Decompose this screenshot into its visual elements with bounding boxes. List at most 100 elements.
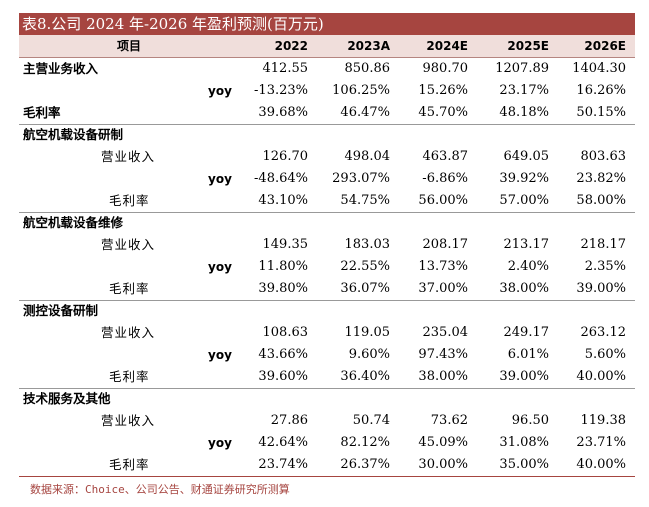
table-row: 主营业务收入 412.55 850.86 980.70 1207.89 1404.30 — [19, 58, 635, 80]
value-cell: 48.18% — [499, 105, 549, 120]
value-cell: 35.00% — [499, 457, 549, 472]
row-label: 测控设备研制 — [23, 303, 99, 318]
value-cell: 73.62 — [430, 413, 468, 428]
table-row: 测控设备研制 — [19, 300, 635, 322]
value-cell: 183.03 — [344, 237, 391, 252]
table-row: yoy 42.64% 82.12% 45.09% 31.08% 23.71% — [19, 432, 635, 454]
table-row: 航空机载设备研制 — [19, 124, 635, 146]
value-cell: 39.68% — [258, 105, 308, 120]
value-cell: 27.86 — [270, 413, 308, 428]
source-note: 数据来源：Choice、公司公告、财通证券研究所测算 — [30, 483, 290, 496]
value-cell: 293.07% — [332, 171, 390, 186]
value-cell: 31.08% — [499, 435, 549, 450]
value-cell: 37.00% — [418, 281, 468, 296]
header-item: 项目 — [117, 39, 142, 53]
value-cell: 39.80% — [258, 281, 308, 296]
value-cell: 42.64% — [258, 435, 308, 450]
value-cell: 218.17 — [580, 237, 627, 252]
value-cell: 23.82% — [576, 171, 626, 186]
row-label: 毛利率 — [109, 457, 150, 472]
value-cell: 803.63 — [580, 149, 627, 164]
value-cell: 56.00% — [418, 193, 468, 208]
value-cell: 97.43% — [418, 347, 468, 362]
value-cell: 45.09% — [418, 435, 468, 450]
table-row: 毛利率 43.10% 54.75% 56.00% 57.00% 58.00% — [19, 190, 635, 212]
value-cell: 39.00% — [499, 369, 549, 384]
header-year-2024e: 2024E — [426, 39, 468, 53]
row-label: yoy — [208, 260, 232, 274]
value-cell: 23.74% — [258, 457, 308, 472]
value-cell: 149.35 — [262, 237, 309, 252]
row-label: 毛利率 — [23, 105, 61, 120]
row-label: 技术服务及其他 — [23, 391, 111, 406]
value-cell: 5.60% — [584, 347, 626, 362]
table-title: 表8.公司 2024 年-2026 年盈利预测(百万元) — [19, 13, 635, 35]
table-header: 项目 2022 2023A 2024E 2025E 2026E — [19, 35, 635, 58]
value-cell: 213.17 — [503, 237, 550, 252]
table-row: 航空机载设备维修 — [19, 212, 635, 234]
value-cell: 498.04 — [344, 149, 391, 164]
value-cell: 54.75% — [340, 193, 390, 208]
value-cell: 23.71% — [576, 435, 626, 450]
row-label: 营业收入 — [101, 325, 156, 340]
row-label: 毛利率 — [109, 193, 150, 208]
value-cell: 208.17 — [422, 237, 469, 252]
table-row: 毛利率 39.80% 36.07% 37.00% 38.00% 39.00% — [19, 278, 635, 300]
row-label: 营业收入 — [101, 413, 156, 428]
section-divider — [19, 212, 635, 213]
section-divider — [19, 388, 635, 389]
row-label: yoy — [208, 84, 232, 98]
value-cell: 36.40% — [340, 369, 390, 384]
row-label: 主营业务收入 — [23, 61, 99, 76]
table-row: yoy 11.80% 22.55% 13.73% 2.40% 2.35% — [19, 256, 635, 278]
row-label: 航空机载设备维修 — [23, 215, 124, 230]
value-cell: 1404.30 — [572, 61, 626, 76]
value-cell: 50.15% — [576, 105, 626, 120]
value-cell: 82.12% — [340, 435, 390, 450]
table-row: 毛利率 23.74% 26.37% 30.00% 35.00% 40.00% — [19, 454, 635, 476]
value-cell: 38.00% — [418, 369, 468, 384]
value-cell: 39.60% — [258, 369, 308, 384]
bottom-cut-text — [0, 500, 649, 507]
row-label: 毛利率 — [109, 281, 150, 296]
table-row: 技术服务及其他 — [19, 388, 635, 410]
header-year-2022: 2022 — [274, 39, 308, 53]
value-cell: 15.26% — [418, 83, 468, 98]
value-cell: 96.50 — [511, 413, 549, 428]
value-cell: 16.26% — [576, 83, 626, 98]
value-cell: 43.66% — [258, 347, 308, 362]
value-cell: 39.00% — [576, 281, 626, 296]
header-year-2023a: 2023A — [347, 39, 390, 53]
value-cell: 106.25% — [332, 83, 390, 98]
row-label: 营业收入 — [101, 237, 156, 252]
row-label: yoy — [208, 348, 232, 362]
value-cell: 850.86 — [344, 61, 391, 76]
header-year-2026e: 2026E — [584, 39, 626, 53]
table-row: yoy 43.66% 9.60% 97.43% 6.01% 5.60% — [19, 344, 635, 366]
value-cell: 6.01% — [507, 347, 549, 362]
value-cell: -6.86% — [422, 171, 468, 186]
value-cell: 119.05 — [344, 325, 391, 340]
section-divider — [19, 300, 635, 301]
value-cell: 38.00% — [499, 281, 549, 296]
value-cell: 40.00% — [576, 369, 626, 384]
table-bottom-rule — [19, 476, 635, 477]
value-cell: 412.55 — [262, 61, 309, 76]
table-row: 营业收入 108.63 119.05 235.04 249.17 263.12 — [19, 322, 635, 344]
value-cell: -13.23% — [254, 83, 308, 98]
value-cell: 40.00% — [576, 457, 626, 472]
value-cell: 2.35% — [584, 259, 626, 274]
value-cell: 45.70% — [418, 105, 468, 120]
value-cell: 980.70 — [422, 61, 469, 76]
value-cell: 43.10% — [258, 193, 308, 208]
value-cell: 23.17% — [499, 83, 549, 98]
row-label: yoy — [208, 172, 232, 186]
top-cut-text — [0, 0, 649, 8]
value-cell: 108.63 — [262, 325, 309, 340]
value-cell: 9.60% — [348, 347, 390, 362]
value-cell: 58.00% — [576, 193, 626, 208]
value-cell: 50.74 — [352, 413, 390, 428]
value-cell: 46.47% — [340, 105, 390, 120]
value-cell: 2.40% — [507, 259, 549, 274]
value-cell: 1207.89 — [495, 61, 549, 76]
